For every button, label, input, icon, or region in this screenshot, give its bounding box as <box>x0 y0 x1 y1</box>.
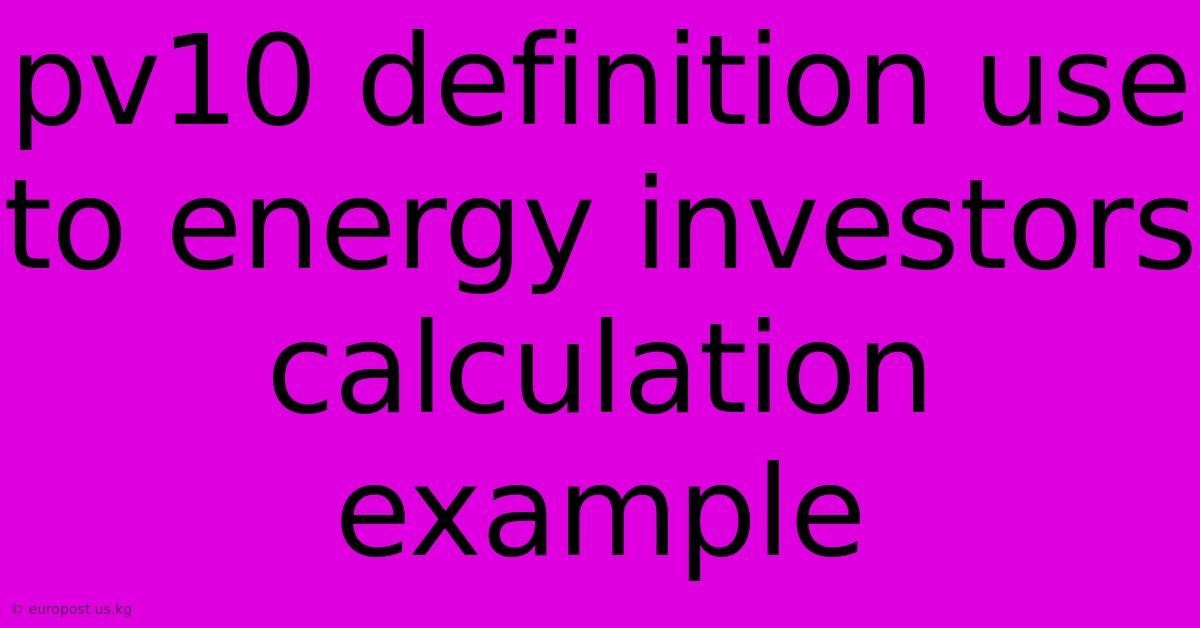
attribution-text: © europost.us.kg <box>10 602 132 618</box>
main-headline-text: pv10 definition use to energy investors … <box>0 10 1200 585</box>
